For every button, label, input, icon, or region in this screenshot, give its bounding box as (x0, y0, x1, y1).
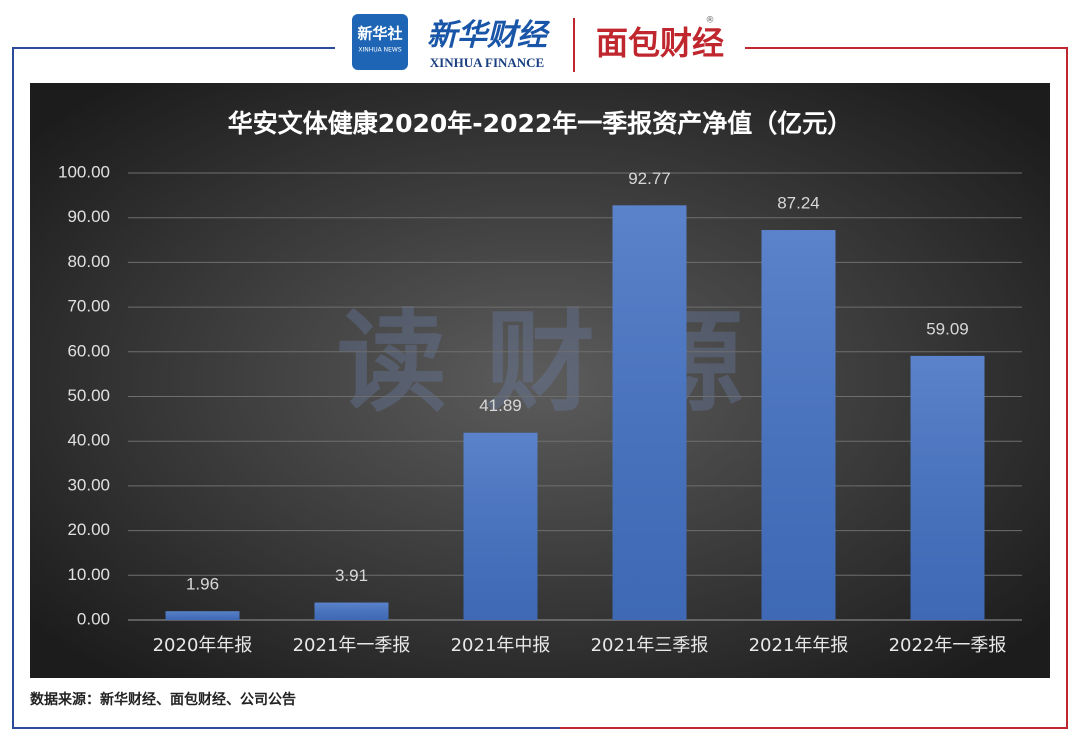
bar-shade (463, 432, 538, 620)
y-tick-label: 30.00 (67, 475, 110, 494)
y-tick-label: 80.00 (67, 252, 110, 271)
y-tick-label: 10.00 (67, 565, 110, 584)
y-tick-label: 90.00 (67, 207, 110, 226)
bar-shade (910, 355, 985, 620)
frame (12, 47, 1068, 729)
logo-box (352, 14, 408, 70)
value-label: 41.89 (479, 396, 522, 415)
y-tick-label: 60.00 (67, 341, 110, 360)
bar-shade (761, 230, 836, 620)
value-label: 59.09 (926, 319, 969, 338)
y-tick-label: 40.00 (67, 431, 110, 450)
brand: 新华财经 (427, 18, 551, 53)
x-tick-label: 2022年一季报 (889, 635, 1007, 656)
x-tick-label: 2020年年报 (153, 635, 253, 656)
registered: ® (706, 16, 715, 26)
brand-sub: XINHUA FINANCE (430, 55, 544, 70)
value-label: 92.77 (628, 169, 671, 188)
chart-area (30, 83, 1050, 678)
plot: 0.00 10.00 20.00 30.00 40.00 50.00 60.00 70.00 8… (58, 162, 1022, 656)
value-label: 3.91 (335, 566, 368, 585)
bar-shade (165, 611, 240, 620)
y-tick-label: 0.00 (77, 609, 110, 628)
chart-title: 华安文体健康2020年-2022年一季报资产净值（亿元） (228, 109, 853, 138)
x-tick-label: 2021年中报 (451, 635, 551, 656)
x-tick-label: 2021年一季报 (293, 635, 411, 656)
y-tick-label: 70.00 (67, 297, 110, 316)
value-label: 87.24 (777, 194, 820, 213)
value-label: 1.96 (186, 575, 219, 594)
x-tick-label: 2021年年报 (749, 635, 849, 656)
x-tick-label: 2021年三季报 (591, 635, 709, 656)
y-tick-label: 100.00 (58, 162, 110, 181)
bar-shade (314, 602, 389, 620)
source: 数据来源：新华财经、面包财经、公司公告 (30, 691, 296, 708)
partner: 面包财经 (596, 24, 724, 62)
y-tick-label: 50.00 (67, 386, 110, 405)
y-tick-label: 20.00 (67, 520, 110, 539)
bar-shade (612, 205, 687, 620)
logo-text: 新华社 (357, 25, 402, 43)
logo-sub: XINHUA NEWS (358, 47, 401, 54)
